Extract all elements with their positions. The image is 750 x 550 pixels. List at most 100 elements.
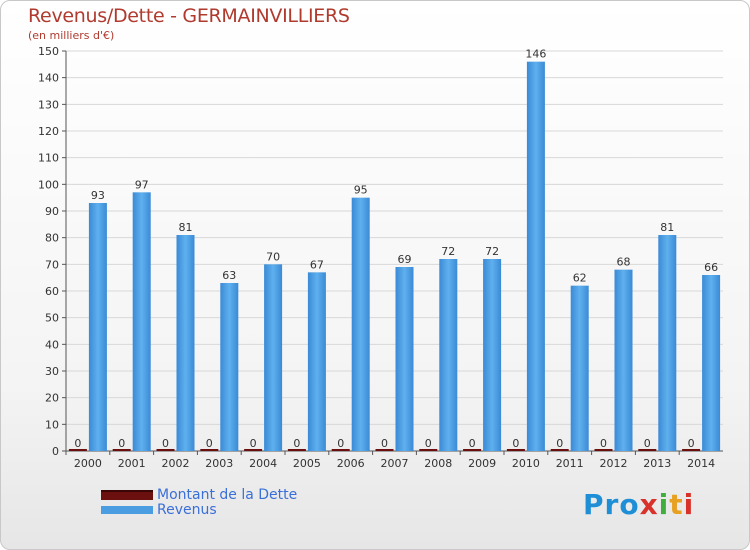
data-label-debt: 0	[512, 437, 519, 450]
logo-part: i	[683, 488, 695, 521]
x-tick-label: 2009	[468, 457, 496, 470]
legend-debt-label: Montant de la Dette	[157, 487, 298, 503]
debt-swatch-icon	[101, 490, 153, 500]
data-label-revenue: 146	[525, 48, 546, 61]
y-tick-label: 0	[52, 445, 59, 458]
y-tick-label: 30	[45, 365, 59, 378]
y-tick-label: 10	[45, 418, 59, 431]
legend-revenue-label: Revenus	[157, 502, 217, 518]
data-label-revenue: 62	[573, 272, 587, 285]
bar-revenue	[483, 259, 502, 451]
data-label-revenue: 66	[704, 261, 718, 274]
proxiti-logo: Proxiti	[583, 488, 694, 521]
legend-item-debt: Montant de la Dette	[101, 487, 297, 503]
labels: 0 10 20 30 40 50 60 70 80 90 100 110 120 130 140 150 200…	[38, 45, 718, 470]
x-tick-label: 2012	[600, 457, 628, 470]
logo-part: Pro	[583, 488, 640, 521]
bar-revenue	[439, 259, 458, 451]
x-tick-label: 2010	[512, 457, 540, 470]
bar-revenue	[220, 283, 239, 451]
y-tick-label: 130	[38, 98, 59, 111]
logo-part: x	[639, 488, 659, 521]
bar-debt	[156, 449, 175, 451]
y-tick-label: 50	[45, 312, 59, 325]
data-label-revenue: 68	[617, 256, 631, 269]
bar-debt	[200, 449, 219, 451]
bar-debt	[506, 449, 525, 451]
bar-revenue	[658, 235, 677, 451]
bar-revenue	[307, 272, 326, 451]
data-label-debt: 0	[293, 437, 300, 450]
bar-revenue	[176, 235, 195, 451]
x-tick-label: 2013	[643, 457, 671, 470]
y-tick-label: 80	[45, 232, 59, 245]
data-label-debt: 0	[118, 437, 125, 450]
x-tick-label: 2005	[293, 457, 321, 470]
logo-part: i	[658, 488, 670, 521]
bar-revenue	[264, 264, 283, 451]
chart-title: Revenus/Dette - GERMAINVILLIERS	[28, 5, 350, 27]
x-tick-label: 2003	[205, 457, 233, 470]
bar-revenue	[614, 269, 633, 451]
data-label-debt: 0	[644, 437, 651, 450]
x-tick-label: 2014	[687, 457, 715, 470]
x-tick-label: 2000	[74, 457, 102, 470]
data-label-debt: 0	[162, 437, 169, 450]
x-tick-label: 2002	[162, 457, 190, 470]
data-label-revenue: 95	[354, 184, 368, 197]
bar-revenue	[132, 192, 151, 452]
x-tick-label: 2007	[381, 457, 409, 470]
data-label-revenue: 70	[266, 250, 280, 263]
bar-debt	[331, 449, 350, 451]
revenue-swatch-icon	[101, 506, 153, 514]
data-label-revenue: 97	[135, 178, 149, 191]
bar-debt	[463, 449, 482, 451]
data-label-revenue: 63	[222, 269, 236, 282]
bar-debt	[244, 449, 263, 451]
legend-item-revenue: Revenus	[101, 502, 217, 518]
y-tick-label: 150	[38, 45, 59, 58]
data-label-debt: 0	[250, 437, 257, 450]
data-label-revenue: 81	[179, 221, 193, 234]
x-tick-label: 2008	[424, 457, 452, 470]
bars	[68, 61, 721, 452]
y-tick-label: 110	[38, 152, 59, 165]
data-label-debt: 0	[600, 437, 607, 450]
x-tick-label: 2004	[249, 457, 277, 470]
chart-subtitle: (en milliers d'€)	[28, 29, 115, 42]
bar-revenue	[395, 267, 414, 451]
bar-debt	[287, 449, 306, 451]
x-tick-label: 2006	[337, 457, 365, 470]
logo-part: t	[669, 488, 684, 521]
x-tick-label: 2001	[118, 457, 146, 470]
grid-lines	[66, 50, 723, 425]
data-label-debt: 0	[556, 437, 563, 450]
data-label-revenue: 72	[485, 245, 499, 258]
y-tick-label: 90	[45, 205, 59, 218]
y-tick-label: 100	[38, 178, 59, 191]
axes	[62, 50, 723, 455]
y-tick-label: 140	[38, 72, 59, 85]
bar-revenue	[88, 203, 107, 451]
bar-debt	[638, 449, 657, 451]
bar-revenue	[570, 285, 589, 451]
data-label-debt: 0	[74, 437, 81, 450]
data-label-debt: 0	[469, 437, 476, 450]
data-label-revenue: 72	[441, 245, 455, 258]
data-label-revenue: 81	[660, 221, 674, 234]
y-tick-label: 120	[38, 125, 59, 138]
bar-debt	[682, 449, 701, 451]
data-label-debt: 0	[337, 437, 344, 450]
data-label-revenue: 93	[91, 189, 105, 202]
y-tick-label: 40	[45, 338, 59, 351]
bar-revenue	[702, 275, 721, 451]
data-label-debt: 0	[688, 437, 695, 450]
bar-debt	[594, 449, 613, 451]
bar-debt	[375, 449, 394, 451]
bar-debt	[68, 449, 87, 451]
data-label-revenue: 69	[398, 253, 412, 266]
bar-debt	[419, 449, 438, 451]
bar-debt	[550, 449, 569, 451]
